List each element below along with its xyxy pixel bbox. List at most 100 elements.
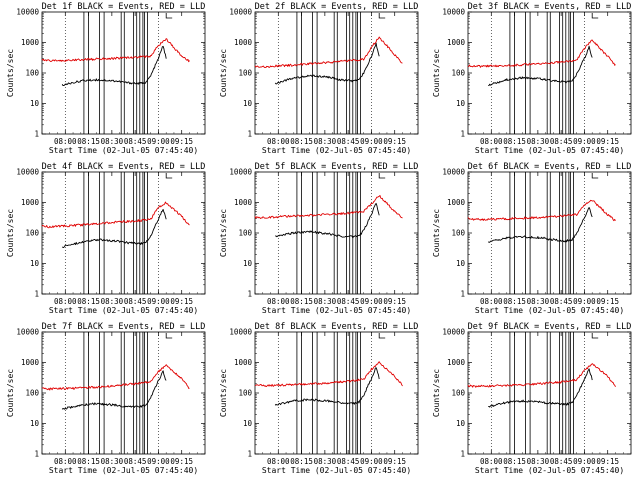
x-tick-label: 08:30 xyxy=(314,137,337,146)
detector-panel-7: Det 7f BLACK = Events, RED = LLD 1 10 100 10… xyxy=(0,320,213,480)
x-tick-label: 09:00 xyxy=(573,297,596,306)
events-series-line xyxy=(274,367,380,406)
detector-panel-6: Det 6f BLACK = Events, RED = LLD 1 10 100 10… xyxy=(426,160,639,320)
x-axis-label: Start Time (02-Jul-05 07:45:40) xyxy=(262,306,411,315)
y-axis-label: Counts/sec xyxy=(219,209,228,257)
x-tick-label: 09:15 xyxy=(596,137,619,146)
detector-chart-8: Det 8f BLACK = Events, RED = LLD 1 10 100 10… xyxy=(219,322,419,475)
plot-frame xyxy=(467,11,632,135)
chart-title: Det 8f BLACK = Events, RED = LLD xyxy=(255,322,419,332)
events-series-line xyxy=(61,208,167,248)
lld-series-line xyxy=(467,363,616,388)
interval-marker xyxy=(591,173,599,179)
y-tick-label: 1 xyxy=(460,450,465,459)
x-tick-label: 09:15 xyxy=(383,457,406,466)
y-axis-label: Counts/sec xyxy=(432,49,441,97)
y-tick-label: 10000 xyxy=(229,168,252,177)
y-tick-label: 100 xyxy=(25,229,39,238)
plot-frame xyxy=(41,171,206,295)
x-tick-label: 08:45 xyxy=(337,457,360,466)
x-tick-label: 08:00 xyxy=(480,137,503,146)
x-tick-label: 09:15 xyxy=(170,457,193,466)
detector-panel-8: Det 8f BLACK = Events, RED = LLD 1 10 100 10… xyxy=(213,320,426,480)
interval-marker xyxy=(165,173,173,179)
y-tick-label: 1 xyxy=(247,290,252,299)
y-tick-label: 10000 xyxy=(16,328,39,337)
y-tick-label: 100 xyxy=(451,69,465,78)
x-tick-label: 08:00 xyxy=(480,297,503,306)
x-tick-label: 08:30 xyxy=(314,297,337,306)
x-tick-label: 09:15 xyxy=(383,297,406,306)
y-tick-label: 1 xyxy=(34,130,39,139)
interval-marker xyxy=(591,333,599,339)
detector-chart-9: Det 9f BLACK = Events, RED = LLD 1 10 100 10… xyxy=(432,322,632,475)
x-tick-label: 08:30 xyxy=(314,457,337,466)
y-tick-label: 10 xyxy=(30,259,40,268)
y-axis-label: Counts/sec xyxy=(6,209,15,257)
x-axis-label: Start Time (02-Jul-05 07:45:40) xyxy=(262,146,411,155)
y-axis-label: Counts/sec xyxy=(6,369,15,417)
detector-chart-2: Det 2f BLACK = Events, RED = LLD 1 10 100 10… xyxy=(219,2,419,155)
y-axis-label: Counts/sec xyxy=(219,49,228,97)
x-tick-label: 08:30 xyxy=(101,457,124,466)
x-tick-label: 08:00 xyxy=(267,297,290,306)
y-tick-label: 1000 xyxy=(234,38,253,47)
plot-frame xyxy=(41,11,206,135)
y-tick-label: 100 xyxy=(451,389,465,398)
detector-chart-4: Det 4f BLACK = Events, RED = LLD 1 10 100 10… xyxy=(6,162,206,315)
x-tick-label: 09:00 xyxy=(147,457,170,466)
events-series-line xyxy=(488,368,593,408)
y-tick-label: 10000 xyxy=(16,8,39,17)
x-tick-label: 08:30 xyxy=(101,297,124,306)
y-tick-label: 10 xyxy=(456,99,466,108)
detector-chart-6: Det 6f BLACK = Events, RED = LLD 1 10 100 10… xyxy=(432,162,632,315)
x-axis-label: Start Time (02-Jul-05 07:45:40) xyxy=(49,466,198,475)
lld-series-line xyxy=(41,364,190,391)
events-series-line xyxy=(275,202,380,239)
x-tick-label: 09:00 xyxy=(573,457,596,466)
plot-frame xyxy=(254,11,419,135)
detector-chart-3: Det 3f BLACK = Events, RED = LLD 1 10 100 10… xyxy=(432,2,632,155)
events-series-line xyxy=(487,207,593,243)
interval-marker xyxy=(165,333,173,339)
x-tick-label: 08:00 xyxy=(54,137,77,146)
x-axis-label: Start Time (02-Jul-05 07:45:40) xyxy=(49,306,198,315)
x-tick-label: 08:15 xyxy=(503,297,526,306)
lld-series-line xyxy=(254,195,403,219)
plot-frame xyxy=(254,171,419,295)
chart-title: Det 3f BLACK = Events, RED = LLD xyxy=(468,2,632,12)
x-tick-label: 08:00 xyxy=(267,137,290,146)
detector-panel-9: Det 9f BLACK = Events, RED = LLD 1 10 100 10… xyxy=(426,320,639,480)
x-tick-label: 09:15 xyxy=(170,137,193,146)
lld-series-line xyxy=(254,36,403,69)
y-tick-label: 1000 xyxy=(21,198,40,207)
plot-frame xyxy=(467,331,632,455)
x-tick-label: 08:45 xyxy=(124,297,147,306)
plot-frame xyxy=(41,331,206,455)
y-tick-label: 10000 xyxy=(229,328,252,337)
y-tick-label: 10000 xyxy=(442,168,465,177)
y-tick-label: 10 xyxy=(243,99,253,108)
y-tick-label: 10000 xyxy=(442,328,465,337)
lld-series-line xyxy=(254,361,403,387)
x-axis-label: Start Time (02-Jul-05 07:45:40) xyxy=(475,306,624,315)
detector-chart-1: Det 1f BLACK = Events, RED = LLD 1 10 100 10… xyxy=(6,2,206,155)
x-tick-label: 08:15 xyxy=(290,457,313,466)
x-tick-label: 08:15 xyxy=(503,457,526,466)
y-tick-label: 1 xyxy=(34,290,39,299)
lld-series-line xyxy=(467,39,616,68)
y-tick-label: 10 xyxy=(243,419,253,428)
x-tick-label: 08:45 xyxy=(550,137,573,146)
y-tick-label: 1000 xyxy=(447,358,466,367)
x-axis-label: Start Time (02-Jul-05 07:45:40) xyxy=(475,146,624,155)
y-tick-label: 1 xyxy=(247,450,252,459)
y-tick-label: 100 xyxy=(238,229,252,238)
chart-title: Det 4f BLACK = Events, RED = LLD xyxy=(42,162,206,172)
y-axis-label: Counts/sec xyxy=(432,369,441,417)
events-series-line xyxy=(61,45,167,87)
y-tick-label: 1000 xyxy=(21,358,40,367)
x-tick-label: 08:15 xyxy=(290,137,313,146)
y-tick-label: 1000 xyxy=(447,198,466,207)
y-tick-label: 1 xyxy=(34,450,39,459)
x-tick-label: 08:45 xyxy=(124,457,147,466)
